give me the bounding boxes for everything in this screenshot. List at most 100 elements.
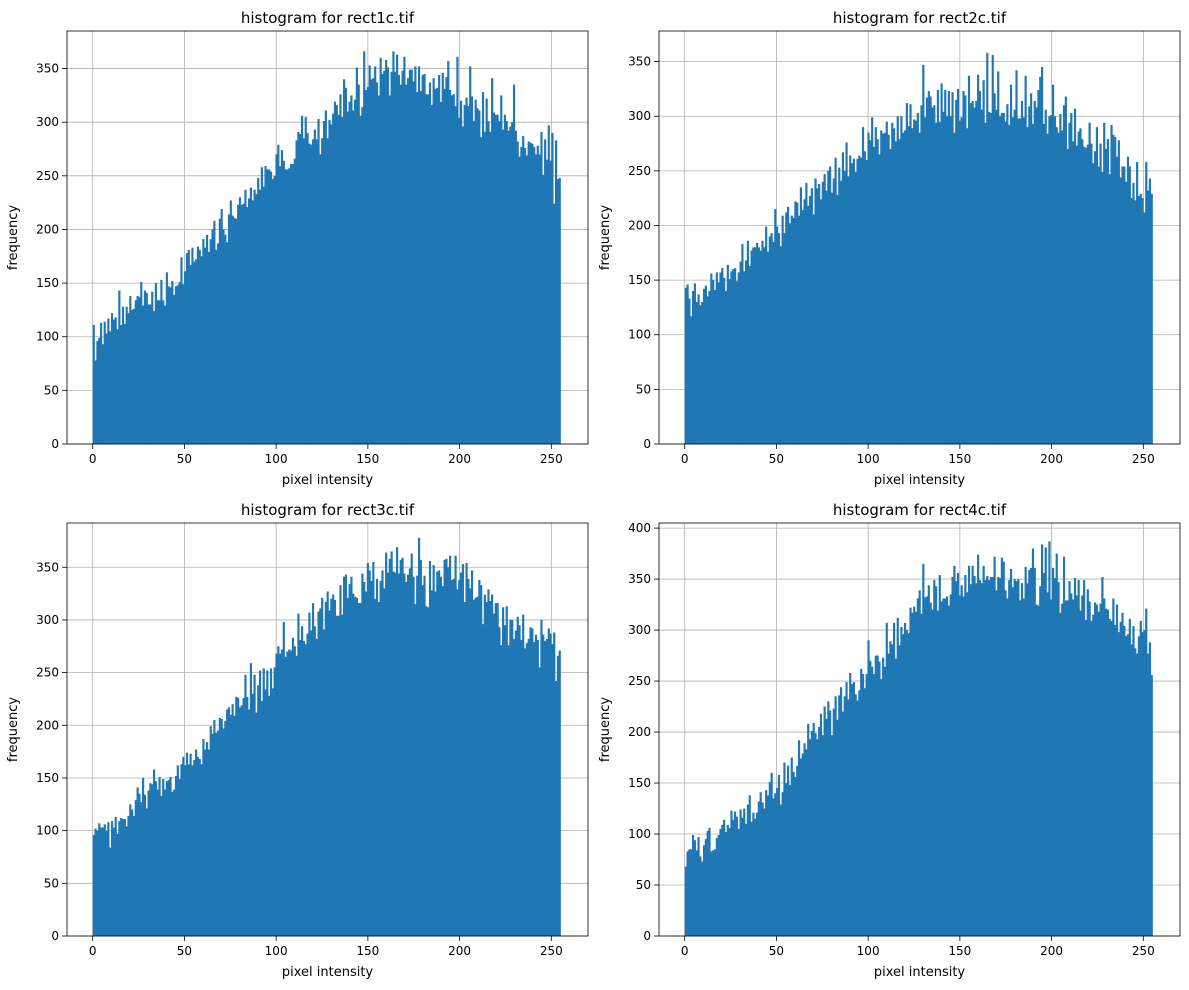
histogram-bar — [257, 685, 260, 936]
histogram-bar — [872, 146, 876, 444]
histogram-bar — [710, 851, 713, 936]
histogram-bar — [507, 645, 510, 936]
histogram-bar — [396, 54, 399, 444]
histogram-bar — [512, 84, 516, 445]
histogram-bar — [101, 344, 104, 444]
histogram-bar — [883, 132, 887, 444]
histogram-bar — [871, 117, 874, 444]
histogram-bar — [293, 158, 296, 444]
histogram-bar — [297, 613, 300, 936]
histogram-bar — [710, 273, 713, 444]
histogram-bar — [1019, 118, 1022, 444]
histogram-bar — [794, 776, 797, 936]
histogram-bar — [348, 101, 351, 445]
histogram-bar — [547, 125, 550, 445]
histogram-bar — [980, 109, 983, 445]
panel-rect4c: 0 50 100 150 200 250050100150200250300350400 … — [598, 501, 1181, 980]
histogram-bar — [1044, 547, 1047, 936]
x-tick-label: 0 — [89, 944, 97, 958]
histogram-bar — [118, 821, 121, 936]
histogram-bar — [1077, 131, 1080, 444]
histogram-bar — [443, 559, 446, 936]
histogram-bar — [173, 789, 176, 936]
histogram-bar — [332, 594, 335, 936]
histogram-bar — [805, 182, 808, 445]
histogram-bar — [182, 756, 185, 936]
histogram-bar — [1103, 598, 1106, 936]
histogram-bar — [808, 739, 812, 936]
histogram-bar — [165, 781, 168, 936]
histogram-bar — [248, 198, 251, 444]
histogram-bar — [461, 564, 464, 936]
histogram-bar — [211, 733, 214, 936]
histogram-bar — [951, 92, 954, 445]
histogram-bar — [147, 790, 150, 936]
histogram-bar — [955, 99, 958, 444]
histogram-bar — [730, 271, 733, 444]
histogram-bar — [757, 801, 760, 936]
histogram-bar — [544, 139, 547, 444]
histogram-bar — [233, 217, 236, 444]
histogram-bar — [447, 61, 450, 444]
histogram-bar — [337, 615, 340, 936]
histogram-bar — [185, 253, 189, 444]
histogram-bar — [1030, 93, 1033, 445]
histogram-bar — [922, 563, 925, 936]
histogram-bar — [151, 784, 154, 936]
y-tick-label: 300 — [628, 109, 651, 123]
histogram-bar — [213, 720, 216, 936]
histogram-bar — [1119, 177, 1122, 444]
histogram-bar — [310, 144, 313, 444]
histogram-bar — [982, 80, 985, 445]
histogram-bar — [98, 823, 101, 936]
histogram-bar — [436, 571, 439, 936]
histogram-bar — [1013, 579, 1016, 936]
histogram-bar — [213, 220, 216, 444]
histogram-bar — [717, 282, 720, 444]
chart-title: histogram for rect2c.tif — [833, 9, 1007, 27]
histogram-bar — [1148, 178, 1152, 444]
histogram-bar — [704, 839, 707, 936]
histogram-bar — [1015, 70, 1018, 444]
histogram-bar — [1068, 122, 1071, 445]
histogram-bar — [500, 645, 503, 936]
histogram-bar — [406, 78, 410, 444]
histogram-bar — [947, 91, 950, 444]
histogram-bar — [240, 705, 243, 936]
histogram-bar — [702, 288, 706, 444]
histogram-bar — [721, 824, 724, 936]
histogram-bar — [343, 576, 346, 936]
histogram-bar — [249, 663, 253, 936]
histogram-bar — [545, 638, 549, 936]
histogram-bar — [1051, 84, 1055, 444]
histogram-bar — [205, 234, 209, 444]
histogram-bar — [125, 306, 128, 444]
histogram-bar — [805, 749, 808, 936]
histogram-bar — [264, 689, 267, 936]
histogram-bar — [478, 579, 481, 936]
panel-rect3c: 0 50 100 150 200 250 0 50 100 150 200 250 300 350 his… — [6, 501, 589, 980]
histogram-bar — [969, 103, 972, 444]
histogram-bar — [964, 95, 967, 445]
histogram-bar — [1121, 612, 1124, 936]
histogram-bar — [1004, 121, 1007, 445]
histogram-bar — [931, 107, 934, 445]
panel-rect1c: 0 50 100 150 200 250 0 50 100 150 200 250 300 350 his… — [6, 9, 589, 488]
histogram-bar — [945, 116, 949, 444]
histogram-bar — [211, 229, 214, 444]
histogram-bar — [1075, 595, 1078, 936]
x-axis-label: pixel intensity — [282, 965, 374, 980]
histogram-bar — [1000, 112, 1003, 444]
x-axis-label: pixel intensity — [874, 965, 966, 980]
histogram-bar — [260, 167, 263, 444]
histogram-bar — [796, 202, 799, 444]
histogram-bar — [335, 615, 338, 936]
histogram-bar — [900, 627, 903, 936]
histogram-bar — [1081, 595, 1084, 936]
histogram-bar — [399, 84, 402, 445]
histogram-bar — [527, 638, 530, 936]
histogram-bars — [92, 537, 561, 936]
histogram-bar — [1066, 149, 1069, 444]
histogram-bar — [361, 107, 364, 444]
histogram-bar — [180, 257, 183, 444]
